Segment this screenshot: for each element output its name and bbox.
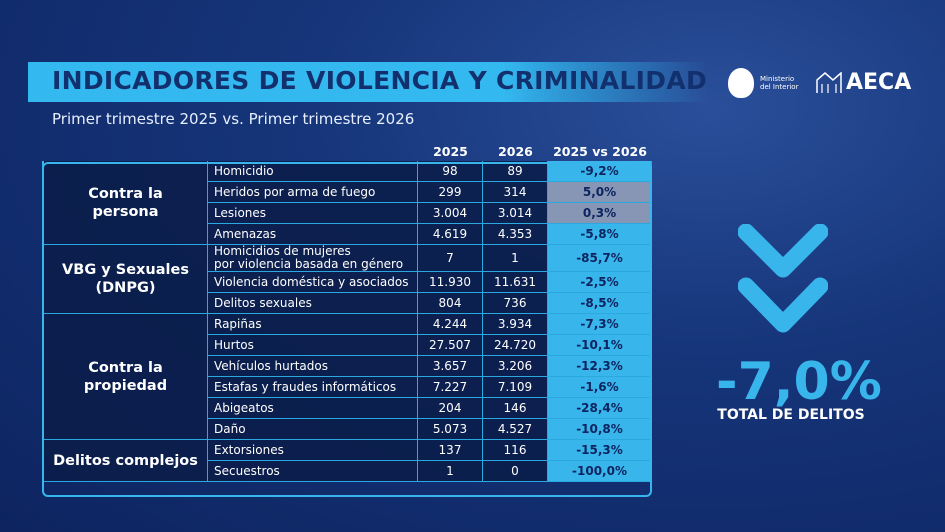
- column-header: 2026: [498, 143, 533, 159]
- row-label: Extorsiones: [208, 440, 418, 461]
- change: -10,8%: [548, 419, 652, 440]
- value-2026: 146: [483, 398, 548, 419]
- change: 5,0%: [548, 182, 652, 203]
- table-row: Abigeatos 204 146 -28,4%: [42, 398, 652, 419]
- data-table: 2025 2026 2025 vs 2026 Contra la persona Ho…: [42, 141, 652, 482]
- row-label: Abigeatos: [208, 398, 418, 419]
- row-label: Delitos sexuales: [208, 293, 418, 314]
- value-2025: 804: [418, 293, 483, 314]
- value-2026: 4.353: [483, 224, 548, 245]
- table-row: Lesiones 3.004 3.014 0,3%: [42, 203, 652, 224]
- value-2025: 5.073: [418, 419, 483, 440]
- aeca-icon: [816, 71, 842, 93]
- ministry-logo: Ministerio del Interior: [728, 68, 800, 98]
- table-row: Estafas y fraudes informáticos 7.227 7.109…: [42, 377, 652, 398]
- value-2026: 3.206: [483, 356, 548, 377]
- change: -5,8%: [548, 224, 652, 245]
- row-label: Heridos por arma de fuego: [208, 182, 418, 203]
- value-2026: 1: [483, 245, 548, 272]
- row-label: Daño: [208, 419, 418, 440]
- change: 0,3%: [548, 203, 652, 224]
- value-2026: 24.720: [483, 335, 548, 356]
- seal: [728, 68, 754, 98]
- summary-label: TOTAL DE DELITOS: [717, 407, 865, 423]
- value-2026: 314: [483, 182, 548, 203]
- value-2025: 4.619: [418, 224, 483, 245]
- group-label: VBG y Sexuales (DNPG): [42, 245, 208, 314]
- table-row: Violencia doméstica y asociados 11.930 11.…: [42, 272, 652, 293]
- table-row: Heridos por arma de fuego 299 314 5,0%: [42, 182, 652, 203]
- change: -10,1%: [548, 335, 652, 356]
- title: INDICADORES DE VIOLENCIA Y CRIMINALIDAD: [52, 66, 708, 95]
- value-2026: 736: [483, 293, 548, 314]
- change: -15,3%: [548, 440, 652, 461]
- group-label: Contra la persona: [42, 161, 208, 245]
- change: -8,5%: [548, 293, 652, 314]
- value-2026: 3.014: [483, 203, 548, 224]
- change: -7,3%: [548, 314, 652, 335]
- value-2025: 204: [418, 398, 483, 419]
- group-label: Contra la propiedad: [42, 314, 208, 440]
- value-2026: 7.109: [483, 377, 548, 398]
- aeca-name: AECA: [846, 70, 912, 95]
- change: -100,0%: [548, 461, 652, 482]
- change: -12,3%: [548, 356, 652, 377]
- row-label: Homicidio: [208, 161, 418, 182]
- value-2025: 98: [418, 161, 483, 182]
- change: -85,7%: [548, 245, 652, 272]
- value-2026: 116: [483, 440, 548, 461]
- value-2025: 299: [418, 182, 483, 203]
- change: -2,5%: [548, 272, 652, 293]
- row-label: Lesiones: [208, 203, 418, 224]
- value-2025: 7.227: [418, 377, 483, 398]
- row-label: Homicidios de mujeres por violencia basa…: [208, 245, 418, 272]
- table-row: Delitos sexuales 804 736 -8,5%: [42, 293, 652, 314]
- change: -9,2%: [548, 161, 652, 182]
- table-row: Vehículos hurtados 3.657 3.206 -12,3%: [42, 356, 652, 377]
- summary-value: -7,0%: [716, 352, 882, 412]
- group-label: Delitos complejos: [42, 440, 208, 482]
- value-2025: 7: [418, 245, 483, 272]
- row-label: Violencia doméstica y asociados: [208, 272, 418, 293]
- value-2026: 3.934: [483, 314, 548, 335]
- row-label: Secuestros: [208, 461, 418, 482]
- change: -1,6%: [548, 377, 652, 398]
- aeca-logo: AECA: [816, 70, 911, 95]
- title-bar: [28, 62, 708, 102]
- value-2025: 11.930: [418, 272, 483, 293]
- column-header: 2025: [433, 143, 468, 159]
- header-row: 2025 2026 2025 vs 2026: [42, 141, 652, 161]
- value-2026: 4.527: [483, 419, 548, 440]
- value-2025: 4.244: [418, 314, 483, 335]
- subtitle: Primer trimestre 2025 vs. Primer trimest…: [52, 110, 415, 128]
- row-label: Amenazas: [208, 224, 418, 245]
- value-2025: 137: [418, 440, 483, 461]
- row-label: Estafas y fraudes informáticos: [208, 377, 418, 398]
- value-2026: 11.631: [483, 272, 548, 293]
- ministry-name: Ministerio del Interior: [760, 75, 799, 91]
- value-2025: 1: [418, 461, 483, 482]
- change: -28,4%: [548, 398, 652, 419]
- value-2025: 27.507: [418, 335, 483, 356]
- row-label: Rapiñas: [208, 314, 418, 335]
- value-2025: 3.657: [418, 356, 483, 377]
- value-2026: 0: [483, 461, 548, 482]
- row-label: Vehículos hurtados: [208, 356, 418, 377]
- down-arrows: [738, 224, 828, 333]
- table-row: Amenazas 4.619 4.353 -5,8%: [42, 224, 652, 245]
- table-row: Delitos complejos Extorsiones 137 116 -15,3%: [42, 440, 652, 482]
- table-row: Daño 5.073 4.527 -10,8%: [42, 419, 652, 440]
- row-label: Hurtos: [208, 335, 418, 356]
- table-row: Hurtos 27.507 24.720 -10,1%: [42, 335, 652, 356]
- value-2025: 3.004: [418, 203, 483, 224]
- table-row: Contra la propiedad Rapiñas 4.244 3.934 -7,3…: [42, 314, 652, 440]
- column-header: 2025 vs 2026: [553, 143, 647, 159]
- table-row: VBG y Sexuales (DNPG) Homicidios de mujer…: [42, 245, 652, 314]
- value-2026: 89: [483, 161, 548, 182]
- table-row: Contra la persona Homicidio 98 89 -9,2%: [42, 161, 652, 245]
- table-row: Secuestros 1 0 -100,0%: [42, 461, 652, 482]
